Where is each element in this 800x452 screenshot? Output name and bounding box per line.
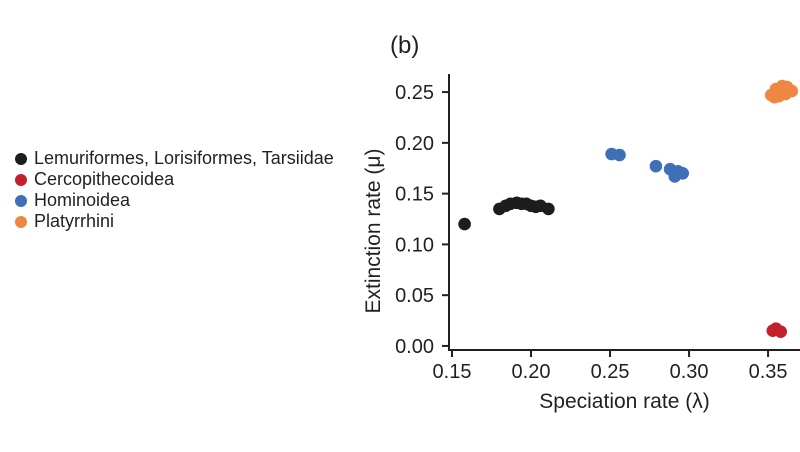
- y-tick-label: 0.05: [395, 285, 434, 307]
- legend-item: Platyrrhini: [15, 211, 334, 232]
- y-tick-label: 0.00: [395, 336, 434, 358]
- y-tick-label: 0.20: [395, 133, 434, 155]
- legend-label: Cercopithecoidea: [34, 169, 175, 189]
- legend: Lemuriformes, Lorisiformes, Tarsiidae Cer…: [15, 148, 334, 232]
- x-tick-label: 0.35: [749, 361, 788, 383]
- legend-marker-icon: [15, 194, 27, 207]
- panel-label: (b): [390, 32, 420, 59]
- data-point: [458, 217, 471, 231]
- x-axis-title: Speciation rate (λ): [539, 390, 710, 413]
- data-point: [768, 90, 781, 104]
- legend-item: Hominoidea: [15, 190, 334, 211]
- legend-label: Platyrrhini: [34, 211, 115, 231]
- y-axis-title: Extinction rate (μ): [362, 148, 385, 314]
- x-tick-label: 0.20: [512, 361, 551, 383]
- x-tick-label: 0.15: [433, 361, 472, 383]
- y-tick-label: 0.15: [395, 184, 434, 206]
- data-point: [668, 170, 682, 183]
- x-tick-label: 0.30: [670, 361, 709, 383]
- data-point: [774, 325, 787, 339]
- legend-item: Lemuriformes, Lorisiformes, Tarsiidae: [15, 148, 334, 169]
- y-tick-label: 0.25: [395, 82, 434, 104]
- data-point: [613, 148, 626, 162]
- legend-marker-icon: [15, 152, 27, 165]
- data-point: [542, 202, 555, 216]
- legend-marker-icon: [15, 215, 27, 228]
- legend-marker-icon: [15, 173, 27, 186]
- y-tick-label: 0.10: [395, 234, 434, 256]
- legend-label: Lemuriformes, Lorisiformes, Tarsiidae: [34, 148, 334, 168]
- x-tick-label: 0.25: [591, 361, 630, 383]
- legend-item: Cercopithecoidea: [15, 169, 334, 190]
- data-point: [649, 159, 663, 173]
- legend-label: Hominoidea: [34, 190, 131, 210]
